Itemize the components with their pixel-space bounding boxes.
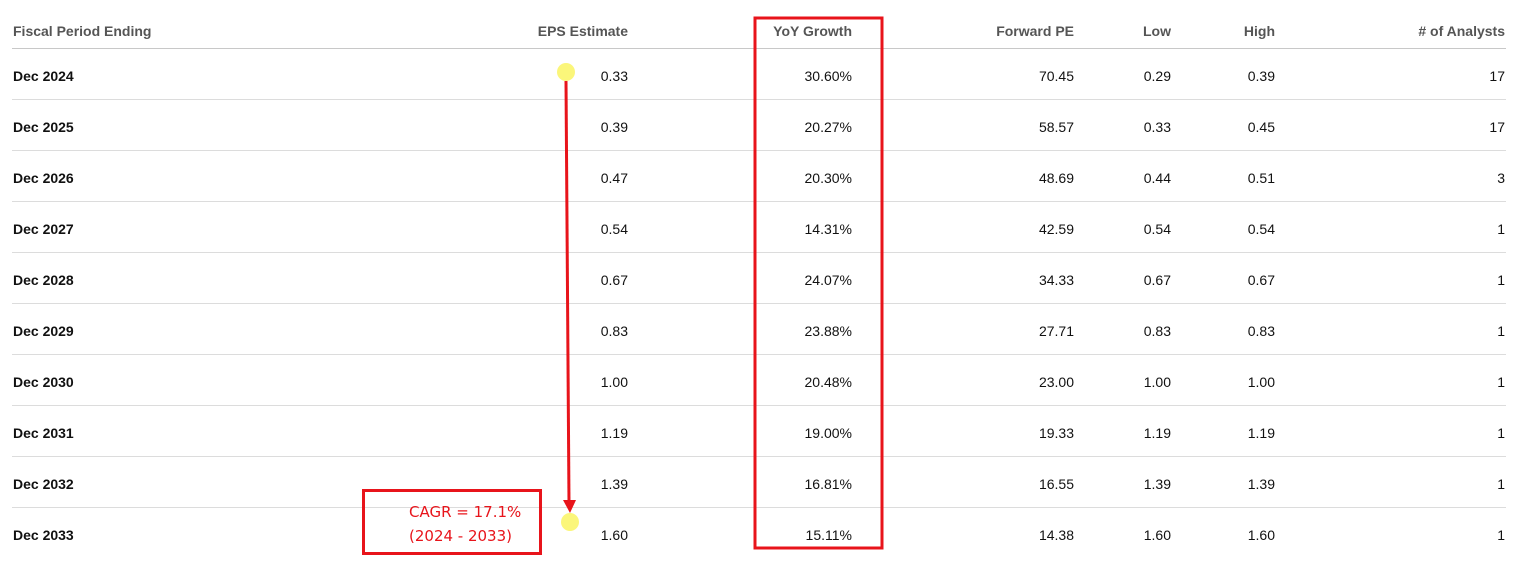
forward-pe-cell: 48.69 [1038,170,1074,186]
cagr-value-label: CAGR = 17.1% [409,503,522,521]
num-analysts-cell: 1 [1497,323,1505,339]
yoy-growth-cell: 20.48% [804,374,852,390]
high-estimate-cell: 0.83 [1247,323,1275,339]
fiscal-period-cell: Dec 2027 [13,221,74,237]
table-row: Dec 2026 0.47 20.30% 48.69 0.44 0.51 3 [12,151,1506,202]
num-analysts-cell: 1 [1497,374,1505,390]
table-row: Dec 2033 1.60 15.11% 14.38 1.60 1.60 1 [12,508,1506,558]
eps-estimate-cell: 0.83 [600,323,628,339]
forward-pe-cell: 14.38 [1038,527,1074,543]
fiscal-period-cell: Dec 2033 [13,527,74,543]
eps-estimates-table: Fiscal Period Ending EPS Estimate YoY Gr… [12,12,1506,558]
yoy-growth-cell: 23.88% [804,323,852,339]
high-estimate-cell: 0.51 [1247,170,1275,186]
high-estimate-cell: 1.19 [1247,425,1275,441]
forward-pe-cell: 16.55 [1038,476,1074,492]
forward-pe-cell: 27.71 [1038,323,1074,339]
table-row: Dec 2025 0.39 20.27% 58.57 0.33 0.45 17 [12,100,1506,151]
high-estimate-cell: 0.39 [1247,68,1275,84]
eps-estimate-cell: 1.19 [600,425,628,441]
yoy-growth-cell: 15.11% [805,527,852,543]
forward-pe-cell: 34.33 [1038,272,1074,288]
header-low[interactable]: Low [1143,23,1171,39]
high-estimate-cell: 0.67 [1247,272,1275,288]
eps-estimate-cell: 0.47 [600,170,628,186]
yoy-growth-cell: 20.27% [804,119,852,135]
high-estimate-cell: 1.39 [1247,476,1275,492]
low-estimate-cell: 0.67 [1143,272,1171,288]
table-row: Dec 2027 0.54 14.31% 42.59 0.54 0.54 1 [12,202,1506,253]
cagr-annotation-box: CAGR = 17.1% (2024 - 2033) [362,489,542,555]
num-analysts-cell: 1 [1497,527,1505,543]
fiscal-period-cell: Dec 2031 [13,425,74,441]
low-estimate-cell: 1.19 [1143,425,1171,441]
fiscal-period-cell: Dec 2028 [13,272,74,288]
low-estimate-cell: 0.54 [1143,221,1171,237]
eps-estimate-cell: 0.33 [600,68,628,84]
eps-estimate-cell: 1.60 [600,527,628,543]
num-analysts-cell: 1 [1497,425,1505,441]
table-row: Dec 2031 1.19 19.00% 19.33 1.19 1.19 1 [12,406,1506,457]
num-analysts-cell: 1 [1497,221,1505,237]
cagr-range-label: (2024 - 2033) [409,527,513,545]
low-estimate-cell: 1.60 [1143,527,1171,543]
eps-estimate-cell: 1.00 [600,374,628,390]
high-estimate-cell: 0.45 [1247,119,1275,135]
high-estimate-cell: 1.00 [1247,374,1275,390]
header-forward-pe[interactable]: Forward PE [996,23,1074,39]
yoy-growth-cell: 20.30% [804,170,852,186]
low-estimate-cell: 0.83 [1143,323,1171,339]
table-row: Dec 2030 1.00 20.48% 23.00 1.00 1.00 1 [12,355,1506,406]
yoy-growth-cell: 16.81% [804,476,852,492]
eps-estimate-cell: 1.39 [600,476,628,492]
table-row: Dec 2028 0.67 24.07% 34.33 0.67 0.67 1 [12,253,1506,304]
fiscal-period-cell: Dec 2032 [13,476,74,492]
low-estimate-cell: 0.44 [1143,170,1171,186]
header-high[interactable]: High [1243,23,1275,39]
low-estimate-cell: 1.00 [1143,374,1171,390]
eps-estimate-cell: 0.39 [600,119,628,135]
num-analysts-cell: 1 [1497,272,1505,288]
forward-pe-cell: 70.45 [1038,68,1074,84]
num-analysts-cell: 17 [1489,119,1505,135]
forward-pe-cell: 42.59 [1038,221,1074,237]
yoy-growth-cell: 30.60% [804,68,852,84]
forward-pe-cell: 58.57 [1038,119,1074,135]
high-estimate-cell: 0.54 [1247,221,1275,237]
yoy-growth-cell: 19.00% [804,425,852,441]
header-num-analysts[interactable]: # of Analysts [1418,23,1505,39]
low-estimate-cell: 1.39 [1143,476,1171,492]
fiscal-period-cell: Dec 2029 [13,323,74,339]
fiscal-period-cell: Dec 2026 [13,170,74,186]
low-estimate-cell: 0.33 [1143,119,1171,135]
fiscal-period-cell: Dec 2030 [13,374,74,390]
low-estimate-cell: 0.29 [1143,68,1171,84]
header-fiscal-period[interactable]: Fiscal Period Ending [13,23,152,39]
table-row: Dec 2032 1.39 16.81% 16.55 1.39 1.39 1 [12,457,1506,508]
forward-pe-cell: 23.00 [1038,374,1074,390]
num-analysts-cell: 1 [1497,476,1505,492]
yoy-growth-cell: 24.07% [804,272,852,288]
table-row: Dec 2024 0.33 30.60% 70.45 0.29 0.39 17 [12,49,1506,100]
fiscal-period-cell: Dec 2024 [13,68,74,84]
num-analysts-cell: 3 [1497,170,1505,186]
forward-pe-cell: 19.33 [1038,425,1074,441]
eps-estimate-cell: 0.67 [600,272,628,288]
table-row: Dec 2029 0.83 23.88% 27.71 0.83 0.83 1 [12,304,1506,355]
yoy-growth-cell: 14.31% [804,221,852,237]
eps-estimate-cell: 0.54 [600,221,628,237]
header-yoy-growth[interactable]: YoY Growth [773,23,852,39]
table-header: Fiscal Period Ending EPS Estimate YoY Gr… [12,12,1506,49]
header-eps-estimate[interactable]: EPS Estimate [537,23,628,39]
num-analysts-cell: 17 [1489,68,1505,84]
high-estimate-cell: 1.60 [1247,527,1275,543]
fiscal-period-cell: Dec 2025 [13,119,74,135]
